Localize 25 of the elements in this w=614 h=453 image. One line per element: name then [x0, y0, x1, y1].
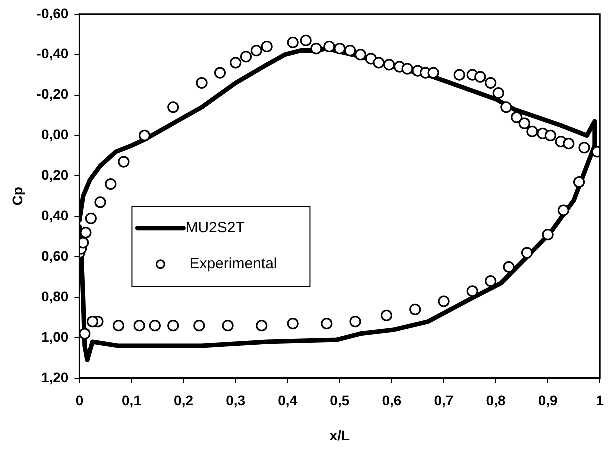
x-tick-label: 0,5 [330, 392, 350, 409]
x-tick-label: 0,4 [278, 392, 298, 409]
y-tick-label: 0,40 [41, 207, 69, 224]
y-tick-label: 1,00 [41, 328, 69, 345]
x-tick-label: 0 [76, 392, 84, 409]
y-tick-label: 0,60 [41, 248, 69, 264]
y-axis-title: Cp [9, 187, 26, 206]
y-tick-label: -0,40 [36, 46, 69, 62]
y-tick-label: 0,00 [41, 126, 69, 143]
x-axis-title: x/L [330, 427, 350, 444]
x-tick-label: 1 [596, 392, 604, 409]
x-tick-label: 0,8 [486, 392, 506, 409]
y-tick-label: -0,20 [36, 86, 69, 102]
y-tick-label: 0,20 [41, 167, 69, 184]
x-tick-label: 0,9 [538, 392, 558, 409]
x-tick-label: 0,7 [434, 392, 454, 409]
y-tick-label: -0,60 [36, 5, 69, 22]
x-tick-label: 0,6 [382, 392, 402, 409]
x-tick-label: 0,3 [226, 392, 246, 409]
x-tick-label: 0,2 [174, 392, 194, 409]
y-tick-label: 0,80 [41, 288, 69, 304]
y-tick-label: 1,20 [41, 369, 69, 386]
legend-label: Experimental [190, 256, 278, 273]
x-tick-label: 0,1 [122, 392, 142, 409]
legend-label: MU2S2T [186, 220, 245, 237]
